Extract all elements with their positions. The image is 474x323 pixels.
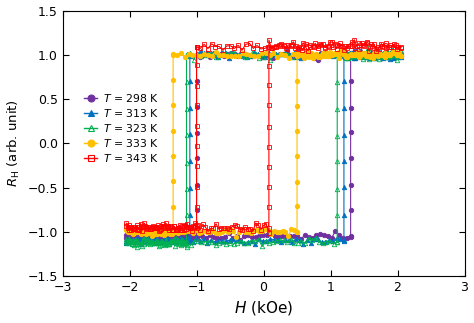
X-axis label: $H$ (kOe): $H$ (kOe) — [234, 299, 293, 318]
Y-axis label: $R_{\mathrm{H}}$ (arb. unit): $R_{\mathrm{H}}$ (arb. unit) — [6, 99, 22, 187]
Legend: $T$ = 298 K, $T$ = 313 K, $T$ = 323 K, $T$ = 333 K, $T$ = 343 K: $T$ = 298 K, $T$ = 313 K, $T$ = 323 K, $… — [80, 88, 164, 169]
